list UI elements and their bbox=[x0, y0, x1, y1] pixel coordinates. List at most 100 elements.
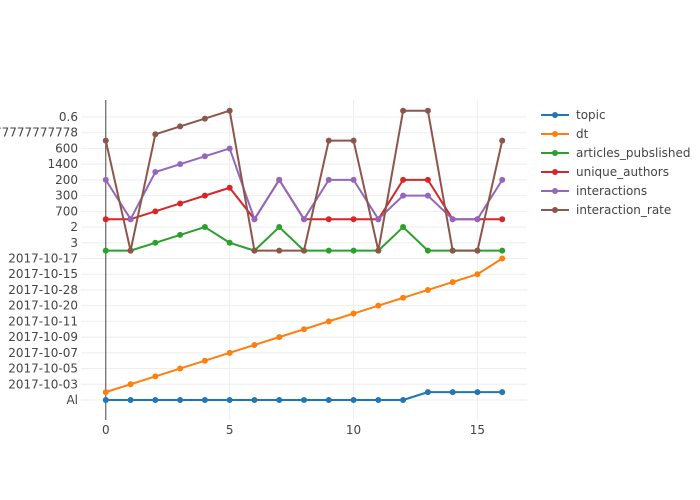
data-point[interactable] bbox=[350, 247, 357, 254]
data-point[interactable] bbox=[177, 231, 184, 238]
series-interactions[interactable] bbox=[102, 145, 506, 223]
data-point[interactable] bbox=[201, 357, 208, 364]
data-point[interactable] bbox=[226, 184, 233, 191]
data-point[interactable] bbox=[499, 247, 506, 254]
legend-item[interactable]: interactions bbox=[541, 184, 647, 198]
data-point[interactable] bbox=[375, 397, 382, 403]
data-point[interactable] bbox=[400, 107, 407, 114]
legend-item[interactable]: unique_authors bbox=[541, 165, 669, 179]
legend-item[interactable]: topic bbox=[541, 108, 606, 122]
data-point[interactable] bbox=[350, 216, 357, 223]
data-point[interactable] bbox=[325, 318, 332, 325]
data-point[interactable] bbox=[177, 161, 184, 168]
data-point[interactable] bbox=[127, 247, 134, 254]
data-point[interactable] bbox=[499, 137, 506, 144]
data-point[interactable] bbox=[301, 326, 307, 333]
legend[interactable]: topic dt articles_pubslished unique_authors… bbox=[541, 108, 691, 217]
legend-item[interactable]: dt bbox=[541, 127, 589, 141]
data-point[interactable] bbox=[152, 239, 159, 246]
data-point[interactable] bbox=[177, 365, 184, 372]
data-point[interactable] bbox=[449, 247, 456, 254]
data-point[interactable] bbox=[102, 397, 109, 403]
data-point[interactable] bbox=[201, 153, 208, 160]
data-point[interactable] bbox=[499, 176, 506, 183]
data-point[interactable] bbox=[325, 247, 332, 254]
data-point[interactable] bbox=[251, 216, 258, 223]
data-point[interactable] bbox=[201, 224, 208, 231]
data-point[interactable] bbox=[499, 216, 506, 223]
data-point[interactable] bbox=[499, 255, 506, 262]
data-point[interactable] bbox=[102, 176, 109, 183]
data-point[interactable] bbox=[375, 216, 382, 223]
data-point[interactable] bbox=[226, 145, 233, 152]
data-point[interactable] bbox=[474, 271, 481, 278]
data-point[interactable] bbox=[350, 310, 357, 317]
series-unique_authors[interactable] bbox=[102, 176, 506, 223]
data-point[interactable] bbox=[449, 279, 456, 286]
data-point[interactable] bbox=[375, 247, 382, 254]
legend-item[interactable]: articles_pubslished bbox=[541, 146, 691, 160]
data-point[interactable] bbox=[424, 107, 431, 114]
data-point[interactable] bbox=[350, 397, 357, 403]
data-point[interactable] bbox=[350, 137, 357, 144]
data-point[interactable] bbox=[177, 123, 184, 130]
data-point[interactable] bbox=[301, 247, 307, 254]
data-point[interactable] bbox=[449, 389, 456, 396]
data-point[interactable] bbox=[127, 216, 134, 223]
data-point[interactable] bbox=[474, 216, 481, 223]
data-point[interactable] bbox=[201, 192, 208, 199]
data-point[interactable] bbox=[301, 397, 307, 403]
data-point[interactable] bbox=[350, 176, 357, 183]
data-point[interactable] bbox=[201, 115, 208, 122]
data-point[interactable] bbox=[325, 397, 332, 403]
data-point[interactable] bbox=[152, 169, 159, 176]
data-point[interactable] bbox=[276, 247, 283, 254]
series-topic[interactable] bbox=[102, 389, 506, 403]
series-dt[interactable] bbox=[102, 255, 506, 396]
data-point[interactable] bbox=[251, 397, 258, 403]
data-point[interactable] bbox=[201, 397, 208, 403]
data-point[interactable] bbox=[325, 216, 332, 223]
data-point[interactable] bbox=[325, 137, 332, 144]
data-point[interactable] bbox=[449, 216, 456, 223]
data-point[interactable] bbox=[226, 349, 233, 356]
data-point[interactable] bbox=[102, 137, 109, 144]
data-point[interactable] bbox=[474, 247, 481, 254]
data-point[interactable] bbox=[276, 397, 283, 403]
data-point[interactable] bbox=[325, 176, 332, 183]
data-point[interactable] bbox=[424, 286, 431, 293]
data-point[interactable] bbox=[226, 107, 233, 114]
data-point[interactable] bbox=[251, 341, 258, 348]
data-point[interactable] bbox=[400, 192, 407, 199]
data-point[interactable] bbox=[400, 397, 407, 403]
data-point[interactable] bbox=[127, 397, 134, 403]
data-point[interactable] bbox=[177, 200, 184, 207]
data-point[interactable] bbox=[276, 176, 283, 183]
data-point[interactable] bbox=[152, 131, 159, 138]
data-point[interactable] bbox=[424, 389, 431, 396]
data-point[interactable] bbox=[499, 389, 506, 396]
data-point[interactable] bbox=[102, 247, 109, 254]
data-point[interactable] bbox=[400, 176, 407, 183]
legend-item[interactable]: interaction_rate bbox=[541, 203, 671, 217]
data-point[interactable] bbox=[424, 192, 431, 199]
data-point[interactable] bbox=[152, 373, 159, 380]
data-point[interactable] bbox=[102, 216, 109, 223]
data-point[interactable] bbox=[251, 247, 258, 254]
series-interaction_rate[interactable] bbox=[102, 107, 506, 254]
data-point[interactable] bbox=[226, 397, 233, 403]
data-point[interactable] bbox=[474, 389, 481, 396]
data-point[interactable] bbox=[400, 224, 407, 231]
data-point[interactable] bbox=[301, 216, 307, 223]
data-point[interactable] bbox=[276, 334, 283, 341]
data-point[interactable] bbox=[102, 389, 109, 396]
data-point[interactable] bbox=[424, 247, 431, 254]
data-point[interactable] bbox=[226, 239, 233, 246]
data-point[interactable] bbox=[424, 176, 431, 183]
data-point[interactable] bbox=[127, 381, 134, 388]
data-point[interactable] bbox=[177, 397, 184, 403]
data-point[interactable] bbox=[152, 208, 159, 215]
data-point[interactable] bbox=[152, 397, 159, 403]
data-point[interactable] bbox=[276, 224, 283, 231]
data-point[interactable] bbox=[375, 302, 382, 309]
